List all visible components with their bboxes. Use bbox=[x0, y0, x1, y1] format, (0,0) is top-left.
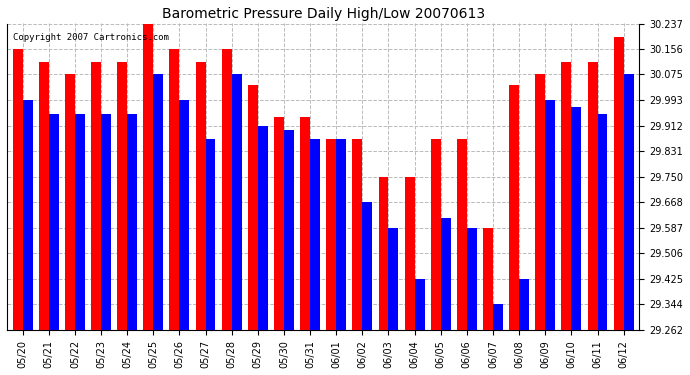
Bar bbox=[196, 62, 206, 330]
Bar bbox=[91, 62, 101, 330]
Bar bbox=[598, 114, 607, 330]
Bar bbox=[284, 129, 294, 330]
Bar bbox=[588, 62, 598, 330]
Bar bbox=[65, 75, 75, 330]
Bar bbox=[571, 108, 581, 330]
Text: Copyright 2007 Cartronics.com: Copyright 2007 Cartronics.com bbox=[13, 33, 169, 42]
Bar bbox=[467, 228, 477, 330]
Bar bbox=[153, 75, 164, 330]
Bar bbox=[49, 114, 59, 330]
Bar bbox=[310, 139, 320, 330]
Bar bbox=[101, 114, 111, 330]
Bar bbox=[232, 75, 241, 330]
Bar bbox=[144, 24, 153, 330]
Bar bbox=[624, 75, 633, 330]
Bar bbox=[170, 49, 179, 330]
Bar bbox=[300, 117, 310, 330]
Bar bbox=[206, 139, 215, 330]
Bar bbox=[415, 279, 424, 330]
Bar bbox=[75, 114, 85, 330]
Bar bbox=[353, 139, 362, 330]
Bar bbox=[179, 100, 189, 330]
Bar bbox=[457, 139, 467, 330]
Bar bbox=[221, 49, 232, 330]
Bar bbox=[326, 139, 336, 330]
Bar bbox=[23, 100, 32, 330]
Bar bbox=[127, 114, 137, 330]
Bar bbox=[258, 126, 268, 330]
Bar bbox=[509, 86, 519, 330]
Bar bbox=[336, 139, 346, 330]
Bar bbox=[274, 117, 284, 330]
Bar bbox=[441, 217, 451, 330]
Bar bbox=[535, 75, 545, 330]
Bar bbox=[562, 62, 571, 330]
Bar bbox=[39, 62, 49, 330]
Bar bbox=[545, 100, 555, 330]
Bar bbox=[362, 202, 373, 330]
Bar bbox=[493, 304, 503, 330]
Bar bbox=[613, 37, 624, 330]
Bar bbox=[12, 49, 23, 330]
Bar bbox=[483, 228, 493, 330]
Bar bbox=[388, 228, 398, 330]
Bar bbox=[379, 177, 388, 330]
Title: Barometric Pressure Daily High/Low 20070613: Barometric Pressure Daily High/Low 20070… bbox=[161, 7, 484, 21]
Bar bbox=[404, 177, 415, 330]
Bar bbox=[248, 86, 258, 330]
Bar bbox=[431, 139, 441, 330]
Bar bbox=[117, 62, 127, 330]
Bar bbox=[519, 279, 529, 330]
